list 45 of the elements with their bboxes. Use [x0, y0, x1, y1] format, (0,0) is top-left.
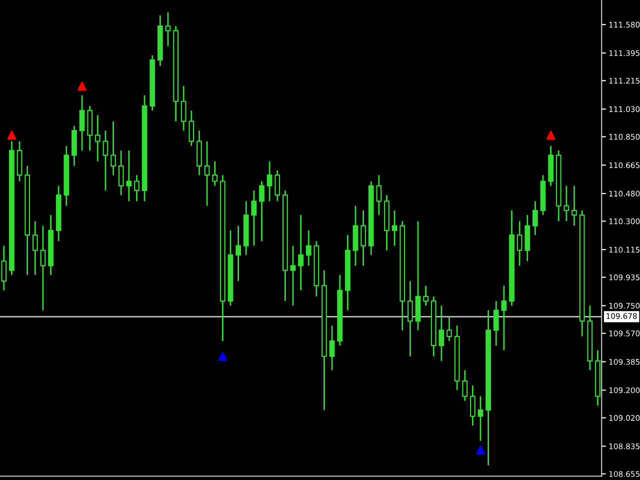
candlestick — [204, 140, 210, 207]
point — [218, 352, 228, 361]
candlestick — [165, 12, 171, 47]
candlestick — [438, 304, 444, 362]
candlestick — [493, 300, 499, 346]
candlestick — [306, 230, 312, 266]
point — [7, 130, 16, 140]
candlestick — [79, 94, 85, 152]
candlestick — [501, 285, 507, 351]
candlestick — [180, 85, 186, 132]
candlestick — [290, 245, 296, 306]
candlestick — [32, 220, 38, 276]
candlestick — [298, 214, 304, 291]
candlestick — [462, 369, 468, 402]
candlestick — [329, 324, 335, 371]
candlestick — [407, 280, 413, 358]
candlestick — [532, 200, 538, 236]
candlestick — [126, 150, 132, 202]
candlestick — [94, 114, 100, 162]
candlestick — [446, 316, 452, 342]
candlestick — [376, 174, 382, 216]
candlestick — [1, 245, 7, 291]
candlestick — [40, 225, 46, 311]
candlestick — [564, 185, 570, 222]
candlestick — [470, 384, 476, 426]
candlestick — [572, 185, 577, 226]
point — [78, 82, 87, 91]
point — [546, 130, 556, 140]
point — [476, 446, 485, 455]
candlestick — [188, 110, 194, 147]
candlestick — [251, 190, 257, 246]
candlestick — [423, 285, 429, 306]
candlestick — [118, 150, 124, 196]
candlestick — [478, 396, 484, 442]
candlestick — [274, 170, 280, 202]
candlestick — [102, 130, 108, 192]
candlestick — [259, 180, 264, 242]
candlestick — [212, 160, 218, 187]
candlestick — [516, 220, 522, 266]
candlestick — [134, 174, 140, 202]
candlestick — [392, 210, 398, 246]
candlestick — [266, 160, 272, 202]
candlestick — [110, 120, 116, 176]
candlestick — [236, 225, 241, 282]
candlestick — [360, 210, 366, 266]
